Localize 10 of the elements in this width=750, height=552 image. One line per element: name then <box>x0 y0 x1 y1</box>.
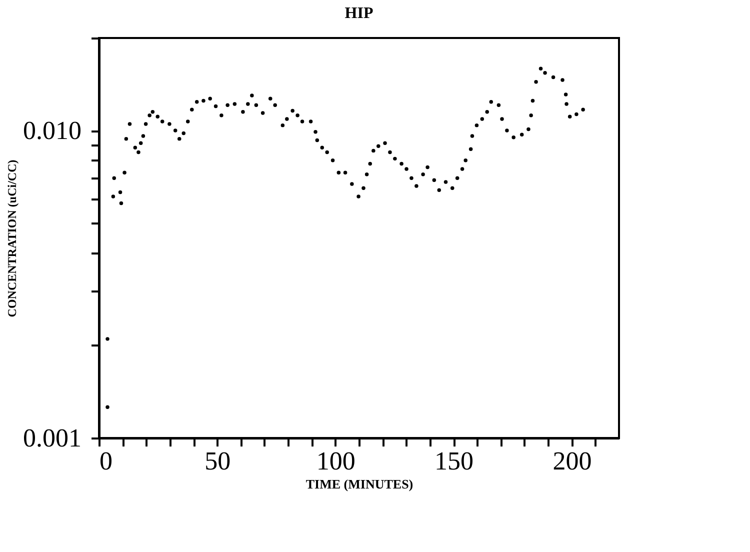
y-tick-label: 0.010 <box>23 116 82 146</box>
y-tick-label: 0.001 <box>23 424 82 452</box>
x-tick-label: 50 <box>204 446 231 476</box>
chart-title: HIP <box>344 5 374 22</box>
x-tick-label: 200 <box>552 446 592 476</box>
x-tick-label: 0 <box>100 446 112 476</box>
x-tick-label: 100 <box>316 446 356 476</box>
y-axis-title: CONCENTRATION (uCi/CC) <box>5 160 19 318</box>
x-axis-title: TIME (MINUTES) <box>306 476 414 492</box>
x-tick-label: 150 <box>434 446 474 476</box>
